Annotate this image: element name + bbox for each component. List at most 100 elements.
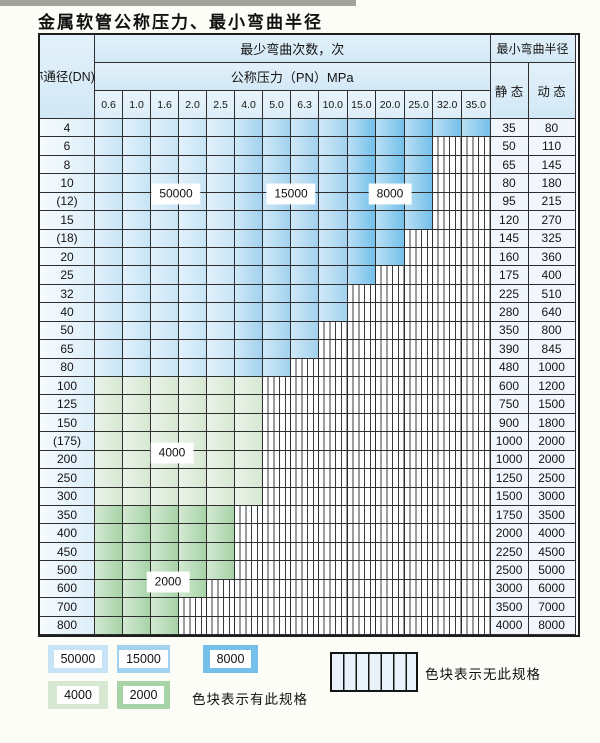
spec-cell — [263, 155, 291, 175]
dn-cell: 25 — [40, 266, 95, 285]
cycle-count-label: 8000 — [369, 184, 411, 204]
spec-cell — [151, 137, 179, 156]
no-spec-cell — [291, 524, 319, 543]
spec-cell — [376, 229, 405, 248]
no-spec-cell — [207, 598, 235, 617]
spec-cell — [123, 340, 151, 359]
spec-cell — [235, 174, 263, 193]
no-spec-cell — [235, 579, 263, 599]
static-value-cell: 750 — [490, 395, 529, 414]
header-pressure-value: 6.3 — [291, 91, 319, 119]
legend-swatch-4000: 4000 — [48, 681, 108, 709]
spec-cell — [207, 542, 235, 562]
no-spec-cell — [376, 469, 405, 488]
spec-cell — [151, 377, 179, 396]
spec-cell — [151, 524, 179, 543]
no-spec-cell — [263, 450, 291, 470]
no-spec-cell — [319, 321, 348, 341]
no-spec-cell — [319, 377, 348, 396]
spec-cell — [179, 229, 207, 248]
dn-cell: 20 — [40, 248, 95, 267]
no-spec-cell — [404, 542, 434, 562]
no-spec-cell — [461, 266, 491, 285]
spec-cell — [263, 358, 291, 377]
spec-cell — [151, 616, 179, 635]
spec-cell — [151, 340, 179, 359]
spec-cell — [235, 155, 263, 175]
spec-cell — [179, 155, 207, 175]
dynamic-value-cell: 800 — [528, 321, 576, 341]
spec-cell — [291, 137, 319, 156]
dynamic-value-cell: 1200 — [528, 377, 576, 396]
no-spec-cell — [319, 413, 348, 433]
no-spec-cell — [461, 211, 491, 230]
no-spec-cell — [376, 284, 405, 304]
header-pressure-value: 32.0 — [433, 91, 462, 119]
legend-swatch-label: 15000 — [119, 650, 168, 668]
dn-cell: 40 — [40, 303, 95, 322]
spec-cell — [207, 561, 235, 580]
no-spec-cell — [235, 616, 263, 635]
spec-cell — [151, 248, 179, 267]
header-pressure-value: 2.5 — [207, 91, 235, 119]
spec-cell — [207, 248, 235, 267]
no-spec-cell — [404, 229, 434, 248]
spec-cell — [123, 377, 151, 396]
no-spec-cell — [433, 616, 462, 635]
spec-cell — [235, 211, 263, 230]
spec-cell — [404, 137, 434, 156]
static-value-cell: 900 — [490, 413, 529, 433]
spec-cell — [347, 229, 377, 248]
no-spec-cell — [376, 432, 405, 451]
spec-cell — [235, 137, 263, 156]
legend-swatch-2000: 2000 — [117, 681, 170, 709]
no-spec-cell — [263, 506, 291, 525]
spec-cell — [404, 192, 434, 212]
dynamic-value-cell: 325 — [528, 229, 576, 248]
spec-cell — [95, 487, 123, 506]
spec-cell — [123, 211, 151, 230]
static-value-cell: 95 — [490, 192, 529, 212]
spec-cell — [123, 358, 151, 377]
spec-cell — [123, 192, 151, 212]
spec-cell — [291, 119, 319, 138]
spec-cell — [235, 303, 263, 322]
static-value-cell: 350 — [490, 321, 529, 341]
no-spec-cell — [263, 377, 291, 396]
no-spec-cell — [404, 413, 434, 433]
header-pressure-value: 35.0 — [461, 91, 491, 119]
no-spec-cell — [376, 524, 405, 543]
no-spec-cell — [347, 395, 377, 414]
spec-cell — [151, 395, 179, 414]
header-bend-cycles: 最少弯曲次数，次 — [95, 35, 491, 63]
spec-cell — [207, 377, 235, 396]
static-value-cell: 1500 — [490, 487, 529, 506]
header-pressure-value: 20.0 — [376, 91, 405, 119]
no-spec-cell — [404, 469, 434, 488]
spec-cell — [179, 266, 207, 285]
spec-cell — [151, 598, 179, 617]
no-spec-cell — [404, 579, 434, 599]
spec-cell — [179, 395, 207, 414]
no-spec-cell — [319, 524, 348, 543]
dynamic-value-cell: 640 — [528, 303, 576, 322]
spec-cell — [123, 137, 151, 156]
dn-cell: 400 — [40, 524, 95, 543]
static-value-cell: 1000 — [490, 450, 529, 470]
no-spec-cell — [461, 469, 491, 488]
dynamic-value-cell: 360 — [528, 248, 576, 267]
no-spec-cell — [263, 598, 291, 617]
spec-cell — [95, 561, 123, 580]
header-pressure-value: 15.0 — [347, 91, 377, 119]
spec-cell — [123, 284, 151, 304]
no-spec-cell — [347, 469, 377, 488]
cycle-count-label: 15000 — [267, 184, 315, 204]
header-min-radius: 最小弯曲半径 — [490, 35, 576, 63]
spec-cell — [376, 211, 405, 230]
static-value-cell: 2500 — [490, 561, 529, 580]
spec-cell — [95, 432, 123, 451]
spec-cell — [319, 266, 348, 285]
no-spec-cell — [433, 506, 462, 525]
spec-cell — [95, 137, 123, 156]
